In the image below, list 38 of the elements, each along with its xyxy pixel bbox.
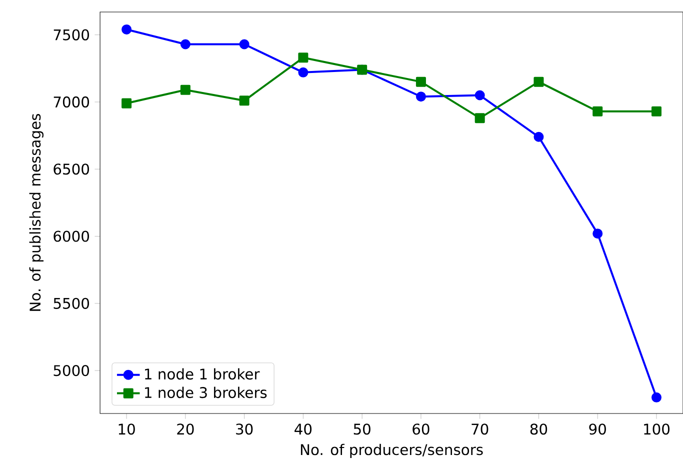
- point: [239, 39, 250, 50]
- x-tick-label: 10: [118, 424, 135, 435]
- x-tick-label: 60: [412, 424, 430, 435]
- x-tick-label: 90: [589, 424, 606, 435]
- legend-label: 1 node 3 brokers: [145, 386, 267, 398]
- point: [180, 39, 190, 50]
- point: [592, 228, 603, 239]
- legend-label: 1 node 1 broker: [145, 368, 260, 380]
- point: [416, 92, 426, 102]
- x-tick-label: 40: [294, 424, 312, 435]
- x-tick-label: 50: [354, 424, 370, 435]
- point: [534, 77, 544, 88]
- y-tick-label: 7000: [54, 96, 90, 108]
- x-tick-label: 20: [177, 424, 194, 435]
- y-tick-label: 6000: [54, 230, 90, 242]
- x-tick-label: 30: [236, 424, 253, 435]
- point: [474, 113, 485, 124]
- y-tick-label: 7500: [54, 30, 90, 41]
- point: [592, 106, 603, 117]
- point: [298, 68, 308, 78]
- point: [239, 96, 250, 106]
- point: [534, 132, 544, 142]
- point: [416, 77, 426, 88]
- point: [180, 85, 190, 96]
- y-axis-title: No. of published messages: [29, 114, 44, 312]
- point: [122, 98, 132, 109]
- x-tick-label: 100: [644, 424, 670, 435]
- x-axis-title: No. of producers/sensors: [300, 444, 483, 458]
- point: [298, 52, 308, 63]
- x-tick-label: 70: [472, 424, 488, 435]
- point: [651, 106, 662, 117]
- x-tick-label: 80: [530, 424, 548, 435]
- point: [474, 90, 485, 100]
- y-tick-label: 5000: [54, 365, 90, 376]
- y-tick-label: 5500: [54, 298, 90, 310]
- y-tick-label: 6500: [54, 164, 90, 175]
- point: [651, 392, 662, 403]
- point: [122, 24, 132, 35]
